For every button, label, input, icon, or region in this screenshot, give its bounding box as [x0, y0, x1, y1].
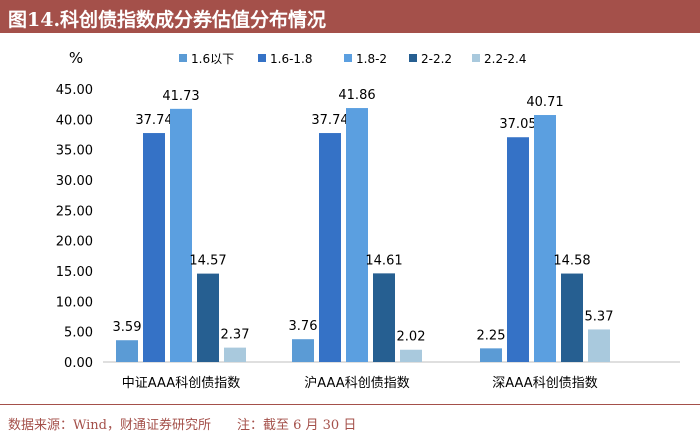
data-label: 2.37 — [221, 328, 250, 343]
data-label: 37.74 — [311, 113, 348, 128]
source-divider — [0, 404, 700, 405]
chart-area: % 0.00 5.00 10.00 15.00 20.00 25.00 30.00 35.00 4… — [56, 49, 680, 391]
bar — [319, 133, 341, 362]
bar — [197, 273, 219, 362]
bar — [143, 133, 165, 362]
x-category-label: 中证AAA科创债指数 — [122, 376, 240, 391]
bar — [292, 339, 314, 362]
legend-swatch — [409, 54, 417, 62]
y-tick-label: 45.00 — [56, 83, 93, 98]
legend-swatch — [472, 54, 480, 62]
bar — [400, 349, 422, 362]
data-label: 2.25 — [477, 328, 506, 343]
data-label: 3.59 — [113, 320, 142, 335]
title-bar: 图14.科创债指数成分券估值分布情况 — [0, 0, 700, 33]
legend-label: 1.6-1.8 — [270, 52, 313, 66]
bar — [224, 347, 246, 362]
y-tick-label: 40.00 — [56, 113, 93, 128]
x-category-label: 深AAA科创债指数 — [492, 376, 597, 391]
data-label: 41.73 — [162, 89, 199, 104]
legend-swatch — [258, 54, 266, 62]
legend-label: 1.6以下 — [191, 52, 234, 66]
bar — [588, 329, 610, 362]
bar — [507, 137, 529, 362]
data-label: 5.37 — [585, 309, 614, 324]
legend-label: 2-2.2 — [421, 52, 452, 66]
y-tick-label: 20.00 — [56, 235, 93, 250]
bar — [170, 108, 192, 362]
bar — [480, 348, 502, 362]
data-label: 14.57 — [189, 254, 226, 269]
bar — [116, 340, 138, 362]
x-category-label: 沪AAA科创债指数 — [304, 375, 409, 391]
data-label: 2.02 — [397, 330, 426, 345]
bar — [534, 115, 556, 362]
y-axis-label: % — [69, 49, 83, 67]
y-tick-label: 30.00 — [56, 174, 93, 189]
y-tick-label: 5.00 — [64, 326, 93, 341]
data-label: 14.61 — [365, 253, 402, 268]
bar — [561, 273, 583, 362]
source-note: 数据来源：Wind，财通证券研究所 注：截至 6 月 30 日 — [8, 418, 357, 433]
data-label: 37.05 — [499, 117, 536, 132]
y-tick-label: 0.00 — [64, 356, 93, 371]
legend-label: 2.2-2.4 — [484, 52, 527, 66]
data-label: 41.86 — [338, 88, 375, 103]
y-tick-label: 10.00 — [56, 295, 93, 310]
legend-swatch — [179, 54, 187, 62]
bar — [346, 108, 368, 362]
chart-title: 图14.科创债指数成分券估值分布情况 — [8, 9, 327, 31]
data-label: 14.58 — [553, 254, 590, 269]
legend-label: 1.8-2 — [356, 52, 387, 66]
y-tick-label: 25.00 — [56, 204, 93, 219]
y-tick-label: 35.00 — [56, 144, 93, 159]
legend-swatch — [344, 54, 352, 62]
y-tick-label: 15.00 — [56, 265, 93, 280]
data-label: 37.74 — [135, 113, 172, 128]
data-label: 3.76 — [289, 319, 318, 334]
bar — [373, 273, 395, 362]
data-label: 40.71 — [526, 95, 563, 110]
